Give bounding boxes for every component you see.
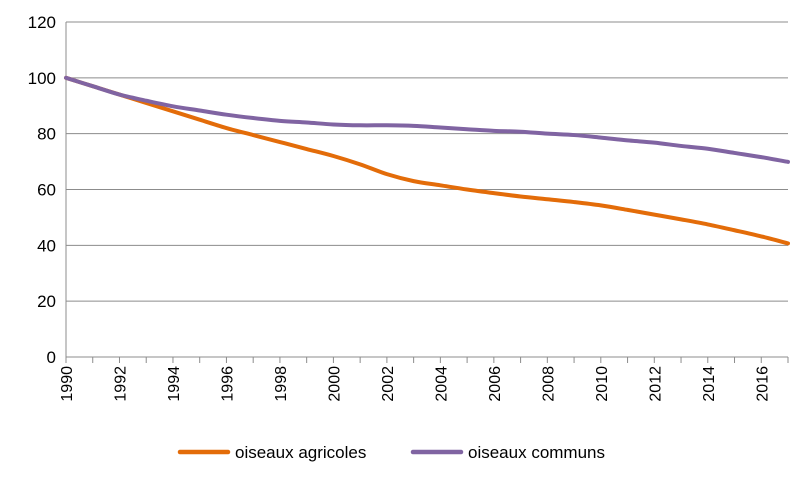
- series-line-oiseaux-agricoles: [64, 75, 790, 246]
- legend: oiseaux agricoles oiseaux communs: [177, 443, 605, 462]
- y-tick-label: 100: [28, 69, 56, 88]
- axes: 0 20 40 60 80 100 120 1990 1992 1994 1996 1998 2000 2…: [28, 13, 789, 402]
- x-tick-label: 2016: [754, 366, 771, 402]
- y-tick-label: 80: [37, 125, 56, 144]
- y-tick-label: 40: [37, 236, 56, 255]
- x-tick-label: 2002: [380, 366, 397, 402]
- y-tick-label: 0: [47, 348, 56, 367]
- legend-label-oiseaux-agricoles: oiseaux agricoles: [235, 443, 366, 462]
- x-tick-label: 2012: [647, 366, 664, 402]
- gridlines: [66, 21, 788, 302]
- x-tick-label: 1994: [166, 366, 183, 402]
- y-tick-label: 20: [37, 292, 56, 311]
- x-tick-label: 2004: [433, 366, 450, 402]
- x-tick-label: 1998: [273, 366, 290, 402]
- x-tick-label: 2006: [487, 366, 504, 402]
- legend-label-oiseaux-communs: oiseaux communs: [468, 443, 605, 462]
- x-tick-label: 1990: [59, 366, 76, 402]
- x-tick-label: 2008: [540, 366, 557, 402]
- x-tick-label: 1996: [219, 366, 236, 402]
- x-tick-label: 2014: [701, 366, 718, 402]
- x-tick-label: 1992: [112, 366, 129, 402]
- y-tick-label: 120: [28, 13, 56, 32]
- x-tick-label: 2000: [326, 366, 343, 402]
- series-line-oiseaux-communs: [64, 75, 790, 164]
- x-tick-label: 2010: [594, 366, 611, 402]
- y-tick-label: 60: [37, 181, 56, 200]
- series-lines: [64, 75, 790, 246]
